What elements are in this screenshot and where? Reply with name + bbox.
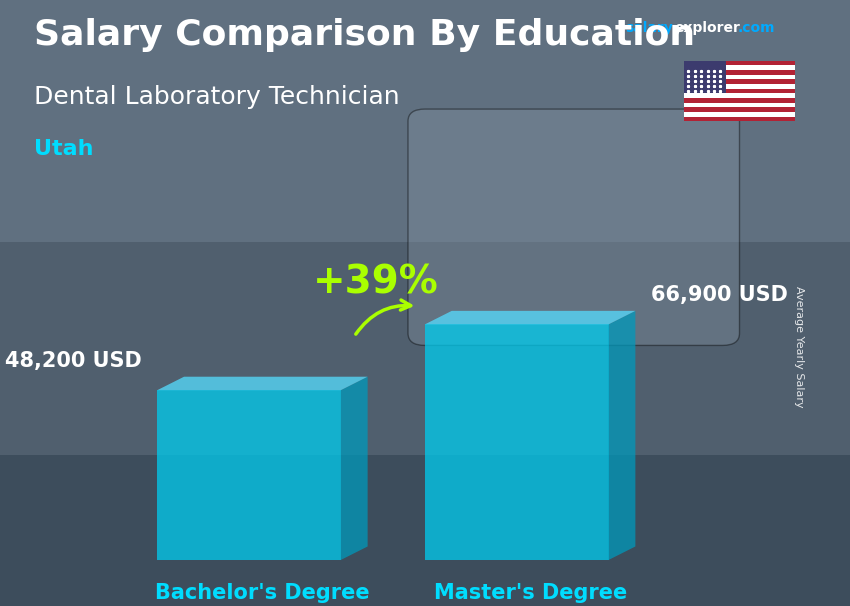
Bar xyxy=(684,107,795,112)
Text: 48,200 USD: 48,200 USD xyxy=(5,351,142,371)
Text: salary: salary xyxy=(625,21,672,35)
Bar xyxy=(684,93,795,98)
Text: Master's Degree: Master's Degree xyxy=(434,583,626,603)
Bar xyxy=(684,61,795,65)
Text: Dental Laboratory Technician: Dental Laboratory Technician xyxy=(34,85,400,109)
Text: Salary Comparison By Education: Salary Comparison By Education xyxy=(34,18,695,52)
Bar xyxy=(684,98,795,102)
Polygon shape xyxy=(425,324,609,560)
Bar xyxy=(684,79,795,84)
FancyArrowPatch shape xyxy=(356,300,411,334)
Bar xyxy=(684,112,795,116)
Bar xyxy=(684,84,795,88)
Text: +39%: +39% xyxy=(313,264,438,301)
Bar xyxy=(684,102,795,107)
Text: 66,900 USD: 66,900 USD xyxy=(651,285,788,305)
Polygon shape xyxy=(157,390,341,560)
Bar xyxy=(684,116,795,121)
Bar xyxy=(0,454,850,606)
Bar xyxy=(0,242,850,454)
Polygon shape xyxy=(341,377,368,560)
Text: Bachelor's Degree: Bachelor's Degree xyxy=(155,583,370,603)
Bar xyxy=(684,75,795,79)
Bar xyxy=(684,65,795,70)
Bar xyxy=(684,70,795,75)
Polygon shape xyxy=(425,311,635,324)
Text: explorer: explorer xyxy=(674,21,740,35)
Text: Utah: Utah xyxy=(34,139,94,159)
Bar xyxy=(684,88,795,93)
Bar xyxy=(0,0,850,242)
Polygon shape xyxy=(609,311,635,560)
FancyBboxPatch shape xyxy=(408,109,740,345)
Polygon shape xyxy=(157,377,368,390)
Text: Average Yearly Salary: Average Yearly Salary xyxy=(794,286,803,408)
Bar xyxy=(684,61,726,93)
Text: .com: .com xyxy=(738,21,775,35)
